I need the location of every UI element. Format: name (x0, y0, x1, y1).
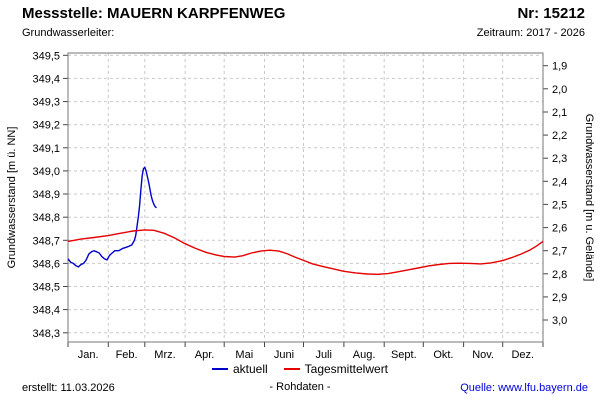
y-axis-right-tick-label: 2,9 (552, 292, 567, 304)
y-axis-left-tick-label: 348,8 (32, 212, 60, 224)
source-link[interactable]: Quelle: www.lfu.bayern.de (460, 382, 588, 394)
x-axis-month-label: Jan. (78, 349, 99, 361)
y-axis-left-tick-label: 348,4 (32, 305, 60, 317)
rohdaten-label: - Rohdaten - (269, 381, 331, 393)
station-number: Nr: 15212 (517, 5, 585, 22)
y-axis-left-tick-label: 349,0 (32, 166, 60, 178)
x-axis-month-label: Dez. (511, 349, 534, 361)
plot-border (67, 52, 544, 343)
x-axis-month-label: Okt. (433, 349, 453, 361)
x-axis-month-label: Sept. (391, 349, 417, 361)
x-axis-month-label: Nov. (472, 349, 494, 361)
y-axis-left-tick-label: 348,7 (32, 235, 60, 247)
y-axis-right-tick-label: 2,4 (552, 176, 567, 188)
tagesmittelwert-line-swatch (283, 368, 300, 370)
y-axis-left-tick-label: 348,6 (32, 258, 60, 270)
y-axis-right-tick-label: 3,0 (552, 315, 567, 327)
x-axis-month-label: Mrz. (154, 349, 175, 361)
legend-label-tagesmittelwert: Tagesmittelwert (304, 362, 389, 376)
y-axis-right-tick-label: 1,9 (552, 61, 567, 73)
x-axis-month-label: Aug. (353, 349, 376, 361)
y-axis-right-tick-label: 2,1 (552, 107, 567, 119)
y-axis-left-tick-label: 348,3 (32, 328, 60, 340)
y-axis-left-tick-label: 349,3 (32, 97, 60, 109)
y-axis-right-tick-label: 2,5 (552, 199, 567, 211)
x-axis-month-label: Juni (274, 349, 294, 361)
aquifer-label: Grundwasserleiter: (22, 27, 115, 39)
y-axis-left-tick-label: 349,2 (32, 120, 60, 132)
series-line-tagesmittelwert (67, 229, 544, 276)
y-axis-right-tick-label: 2,7 (552, 246, 567, 258)
x-axis-month-label: Apr. (195, 349, 215, 361)
legend-item-aktuell: aktuell (211, 362, 268, 376)
y-axis-left-title: Grundwasserstand [m ü. NN] (6, 127, 18, 269)
legend-label-aktuell: aktuell (232, 362, 268, 376)
chart-legend: aktuell Tagesmittelwert (0, 362, 600, 376)
created-date: erstellt: 11.03.2026 (22, 382, 115, 394)
y-axis-right-tick-label: 2,8 (552, 269, 567, 281)
y-axis-right-title: Grundwasserstand [m u. Gelände] (583, 114, 595, 282)
x-axis-month-label: Feb. (116, 349, 138, 361)
y-axis-right-tick-label: 2,0 (552, 84, 567, 96)
period-label: Zeitraum: 2017 - 2026 (476, 27, 585, 39)
aktuell-line-swatch (211, 368, 228, 370)
series-line-aktuell (67, 166, 157, 268)
y-axis-left-tick-label: 349,5 (32, 50, 60, 62)
y-axis-right-tick-label: 2,6 (552, 223, 567, 235)
x-axis-month-label: Mai (235, 349, 253, 361)
y-axis-left-tick-label: 349,4 (32, 73, 60, 85)
y-axis-left-tick-label: 349,1 (32, 143, 60, 155)
y-axis-left-tick-label: 348,5 (32, 282, 60, 294)
station-title: Messstelle: MAUERN KARPFENWEG (22, 5, 286, 22)
legend-item-tagesmittelwert: Tagesmittelwert (283, 362, 389, 376)
y-axis-right-tick-label: 2,2 (552, 130, 567, 142)
y-axis-left-tick-label: 348,9 (32, 189, 60, 201)
x-axis-month-label: Juli (315, 349, 332, 361)
y-axis-right-tick-label: 2,3 (552, 153, 567, 165)
